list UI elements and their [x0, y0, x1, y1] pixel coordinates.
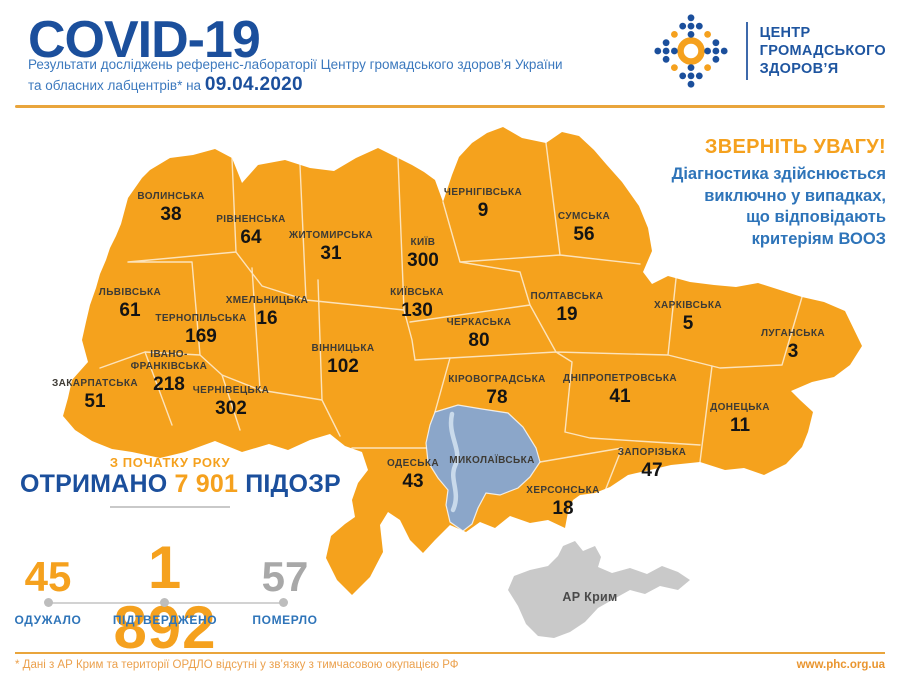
died-label: ПОМЕРЛО — [252, 613, 318, 627]
recovered-label: ОДУЖАЛО — [14, 613, 82, 627]
logo-text: ЦЕНТР ГРОМАДСЬКОГО ЗДОРОВ’Я — [759, 25, 886, 77]
header-divider — [15, 105, 885, 108]
crimea-region — [508, 541, 690, 638]
confirmed-label: ПІДТВЕРДЖЕНО — [112, 613, 218, 627]
report-date: 09.04.2020 — [204, 74, 303, 95]
page-subtitle: Результати досліджень референс-лаборатор… — [28, 55, 563, 96]
attention-title: ЗВЕРНІТЬ УВАГУ! — [704, 136, 886, 158]
died-count: 57 — [261, 553, 309, 600]
subtitle-line-1: Результати досліджень референс-лаборатор… — [28, 57, 563, 72]
recovered-count: 45 — [24, 553, 72, 600]
received-prefix: ОТРИМАНО — [20, 470, 168, 498]
river — [448, 411, 460, 513]
logo-separator — [745, 22, 748, 80]
summary-stats: З ПОЧАТКУ РОКУ ОТРИМАНО 7 901 ПІДОЗР 45 … — [0, 452, 345, 658]
footer-divider — [15, 652, 885, 654]
stats-received-line: ОТРИМАНО 7 901 ПІДОЗР — [20, 470, 341, 499]
oblast-borders — [99, 142, 803, 497]
connector-dot — [279, 598, 288, 607]
connector-dot — [44, 598, 53, 607]
page-title: COVID-19 — [28, 11, 261, 69]
stats-period-label: З ПОЧАТКУ РОКУ — [109, 455, 231, 470]
website-link[interactable]: www.phc.org.ua — [796, 659, 885, 671]
received-suffix: ПІДОЗР — [245, 470, 341, 498]
ukraine-outline — [63, 127, 862, 595]
footer-note: * Дані з АР Крим та території ОРДЛО відс… — [15, 659, 459, 671]
received-value: 7 901 — [174, 470, 239, 498]
subtitle-line-2: та обласних лабцентрів* на 09.04.2020 — [28, 74, 303, 95]
phc-logo-icon — [654, 14, 728, 88]
confirmed-count: 1 892 — [113, 534, 217, 661]
connector-dot — [160, 598, 169, 607]
stats-divider — [110, 506, 230, 508]
phc-logo: ЦЕНТР ГРОМАДСЬКОГО ЗДОРОВ’Я — [648, 8, 886, 94]
attention-note: ЗВЕРНІТЬ УВАГУ! Діагностика здійснюється… — [606, 136, 886, 250]
